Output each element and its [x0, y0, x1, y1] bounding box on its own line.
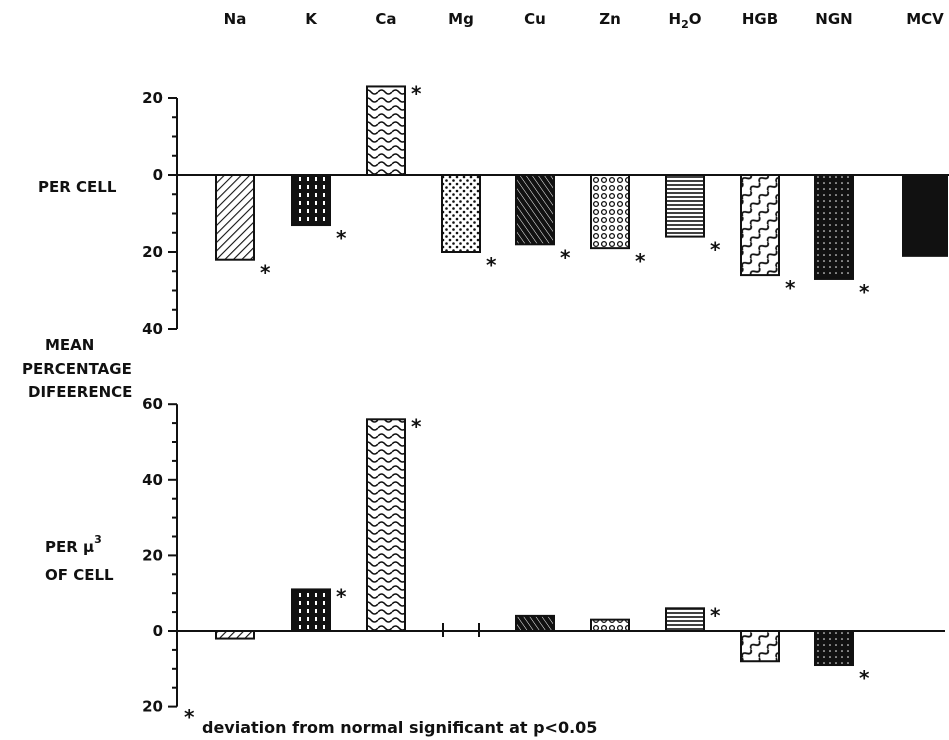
category-label-mg: Mg: [448, 10, 474, 28]
bar-mg: [441, 174, 481, 253]
y-tick-label: 20: [142, 546, 163, 564]
category-label-na: Na: [224, 10, 247, 28]
y-tick-label: 40: [142, 320, 163, 338]
significance-star-k: *: [336, 584, 347, 608]
bar-cu: [515, 614, 555, 633]
bar-na: [215, 174, 255, 261]
significance-star-cu: *: [560, 245, 571, 269]
significance-star-k: *: [336, 226, 347, 250]
bar-h2o: [665, 607, 705, 633]
panel-label-per-cell: PER CELL: [38, 178, 117, 196]
bar-ngn: [814, 630, 854, 667]
significance-star-ca: *: [411, 414, 422, 438]
bar-k: [291, 588, 331, 632]
category-labels: Na K Ca Mg Cu Zn H2O HGB NGN MCV: [224, 10, 945, 31]
category-label-k: K: [305, 10, 318, 28]
significance-star-h2o: *: [710, 603, 721, 627]
bar-ca: [366, 418, 406, 632]
category-label-cu: Cu: [524, 10, 546, 28]
category-label-zn: Zn: [599, 10, 621, 28]
bar-na: [215, 630, 255, 640]
significance-star-zn: *: [635, 249, 646, 273]
bar-k: [291, 174, 331, 227]
bar-ca: [366, 85, 406, 176]
y-tick-label: 20: [142, 243, 163, 261]
category-label-hgb: HGB: [742, 10, 778, 28]
bar-mcv: [902, 174, 948, 257]
footnote-text: deviation from normal significant at p<0…: [202, 718, 597, 737]
bar-hgb: [740, 630, 780, 663]
y-tick-label: 0: [153, 622, 163, 640]
significance-star-na: *: [260, 261, 271, 285]
bar-h2o: [665, 174, 705, 238]
bar-hgb: [740, 174, 780, 277]
category-label-ca: Ca: [375, 10, 396, 28]
panel-label-per-volume-line2: OF CELL: [45, 566, 114, 584]
y-tick-label: 20: [142, 89, 163, 107]
significance-star-ca: *: [411, 81, 422, 105]
bar-zn: [590, 618, 630, 632]
significance-star-ngn: *: [859, 666, 870, 690]
y-axis-label-line1: MEAN: [45, 336, 94, 354]
bar-cu: [515, 174, 555, 246]
bar-zn: [590, 174, 630, 250]
category-label-mcv: MCV: [906, 10, 944, 28]
y-tick-label: 0: [153, 166, 163, 184]
y-tick-label: 60: [142, 395, 163, 413]
significance-star-h2o: *: [710, 238, 721, 262]
bar-ngn: [814, 174, 854, 280]
y-axis-label-line3: DIFEERENCE: [28, 383, 132, 401]
y-tick-label: 40: [142, 471, 163, 489]
significance-star-hgb: *: [785, 276, 796, 300]
category-label-h2o: H2O: [669, 10, 702, 31]
panel-per-volume: 60 40 20 0 20 * * * *: [142, 395, 945, 716]
significance-star-ngn: *: [859, 280, 870, 304]
y-axis-label-line2: PERCENTAGE: [22, 360, 132, 378]
significance-star-mg: *: [486, 253, 497, 277]
y-tick-label: 20: [142, 698, 163, 716]
panel-label-per-volume: PER µ3: [45, 533, 102, 556]
category-label-ngn: NGN: [815, 10, 852, 28]
footnote-marker: *: [184, 705, 195, 729]
